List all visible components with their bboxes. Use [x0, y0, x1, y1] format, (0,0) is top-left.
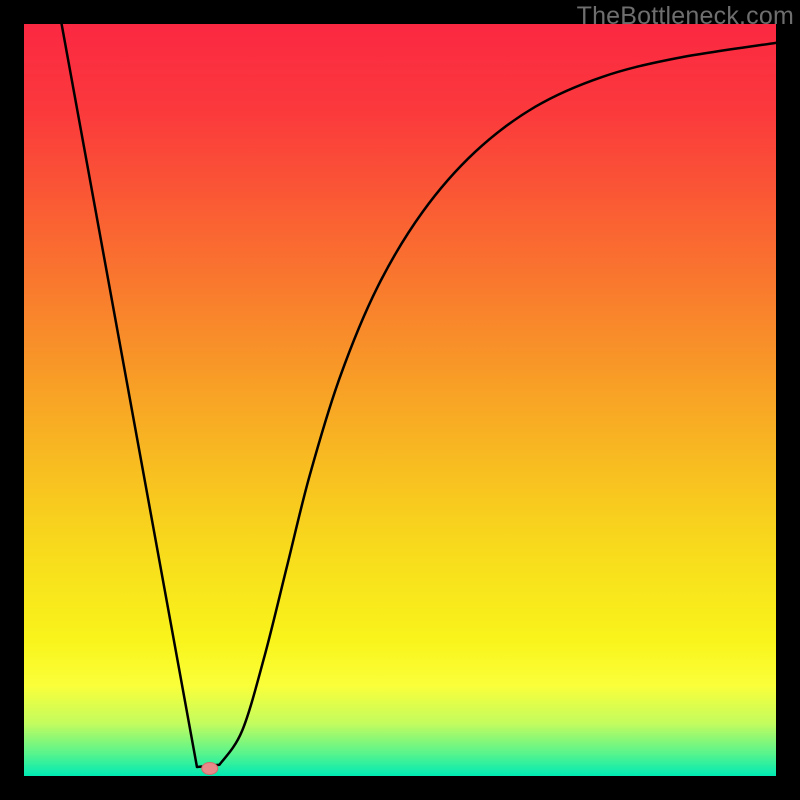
curve-minimum-marker [202, 762, 218, 774]
watermark-text: TheBottleneck.com [577, 2, 794, 30]
gradient-background [24, 24, 776, 776]
watermark-label: TheBottleneck.com [577, 2, 794, 31]
chart-canvas [0, 0, 800, 800]
